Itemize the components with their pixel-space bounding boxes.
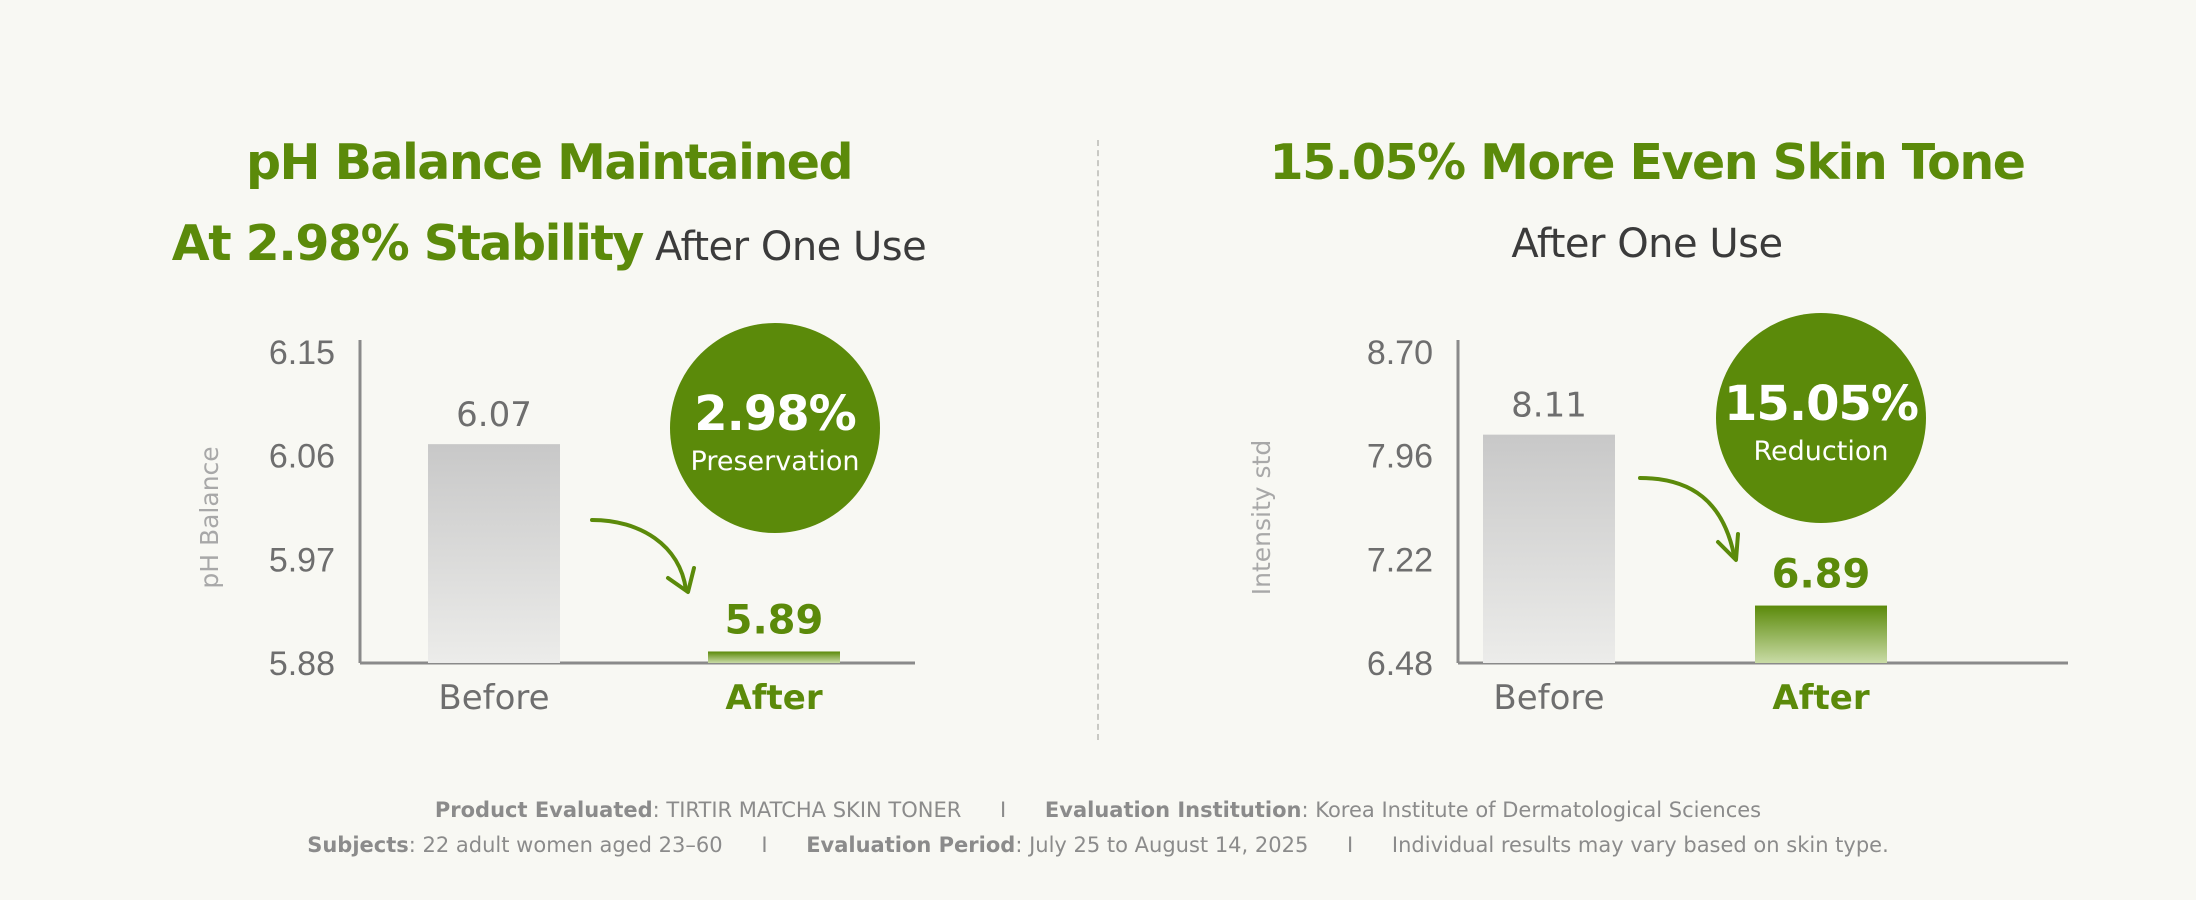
- y-tick-label: 5.97: [269, 541, 335, 579]
- left-title-line2-green: At 2.98% Stability: [171, 215, 645, 272]
- footer-line-1: Product Evaluated: TIRTIR MATCHA SKIN TO…: [0, 798, 2196, 822]
- footer-separator: I: [1347, 833, 1354, 857]
- left-panel: pH Balance Maintained At 2.98% Stability…: [0, 0, 1098, 760]
- change-badge: [1716, 313, 1926, 523]
- footer-separator: I: [1000, 798, 1007, 822]
- footer-separator: I: [761, 833, 768, 857]
- footer-period-label: Evaluation Period: [806, 833, 1016, 857]
- y-tick-label: 8.70: [1367, 334, 1433, 372]
- before-bar: [428, 444, 560, 663]
- change-badge: [670, 323, 880, 533]
- after-category-label: After: [725, 678, 822, 718]
- left-title-line1: pH Balance Maintained: [245, 134, 854, 191]
- y-tick-label: 5.88: [269, 645, 335, 683]
- footer-product-value: : TIRTIR MATCHA SKIN TONER: [652, 798, 962, 822]
- footer-subjects-label: Subjects: [307, 833, 409, 857]
- ph-balance-chart: 5.88 5.97 6.06 6.15 pH Balance 6.07 Before 5.89…: [195, 323, 915, 718]
- footer-line-2: Subjects: 22 adult women aged 23–60 I Ev…: [0, 833, 2196, 857]
- before-category-label: Before: [1493, 678, 1604, 718]
- footer-period-value: : July 25 to August 14, 2025: [1015, 833, 1309, 857]
- footer-product-label: Product Evaluated: [434, 798, 653, 822]
- after-bar: [708, 651, 840, 663]
- badge-value: 2.98%: [694, 386, 856, 442]
- right-panel: 15.05% More Even Skin Tone After One Use…: [1098, 0, 2196, 760]
- decrease-arrow-head: [1716, 532, 1740, 562]
- after-bar: [1755, 605, 1887, 663]
- before-value-label: 6.07: [456, 395, 532, 435]
- right-title-line2: After One Use: [1511, 221, 1783, 267]
- before-bar: [1483, 434, 1615, 663]
- right-title: 15.05% More Even Skin Tone After One Use: [1098, 128, 2196, 287]
- badge-label: Reduction: [1754, 436, 1889, 467]
- y-axis-label: pH Balance: [195, 446, 224, 588]
- badge-label: Preservation: [691, 446, 860, 477]
- panel-divider: [1097, 140, 1099, 740]
- skin-tone-chart: 6.48 7.22 7.96 8.70 Intensity std 8.11 Before 6…: [1247, 313, 2068, 718]
- footer-institution-value: : Korea Institute of Dermatological Scie…: [1301, 798, 1762, 822]
- y-tick-label: 6.06: [269, 438, 335, 476]
- right-title-line1: 15.05% More Even Skin Tone: [1269, 134, 2026, 191]
- badge-value: 15.05%: [1724, 376, 1918, 432]
- before-value-label: 8.11: [1511, 386, 1587, 426]
- before-category-label: Before: [438, 678, 549, 718]
- y-tick-label: 7.22: [1367, 541, 1433, 579]
- decrease-arrow: [1638, 476, 1736, 557]
- y-tick-label: 6.15: [269, 334, 335, 372]
- left-title: pH Balance Maintained At 2.98% Stability…: [0, 128, 1098, 290]
- y-axis-label: Intensity std: [1247, 440, 1276, 595]
- footer-disclaimer: Individual results may vary based on ski…: [1391, 833, 1889, 857]
- y-tick-label: 6.48: [1367, 645, 1433, 683]
- after-category-label: After: [1772, 678, 1869, 718]
- y-tick-label: 7.96: [1367, 438, 1433, 476]
- left-title-line2-grey: After One Use: [642, 224, 927, 270]
- footer-subjects-value: : 22 adult women aged 23–60: [408, 833, 723, 857]
- after-value-label: 5.89: [725, 597, 824, 643]
- after-value-label: 6.89: [1772, 552, 1871, 598]
- decrease-arrow: [590, 518, 688, 592]
- footer-institution-label: Evaluation Institution: [1044, 798, 1302, 822]
- decrease-arrow-head: [666, 566, 696, 594]
